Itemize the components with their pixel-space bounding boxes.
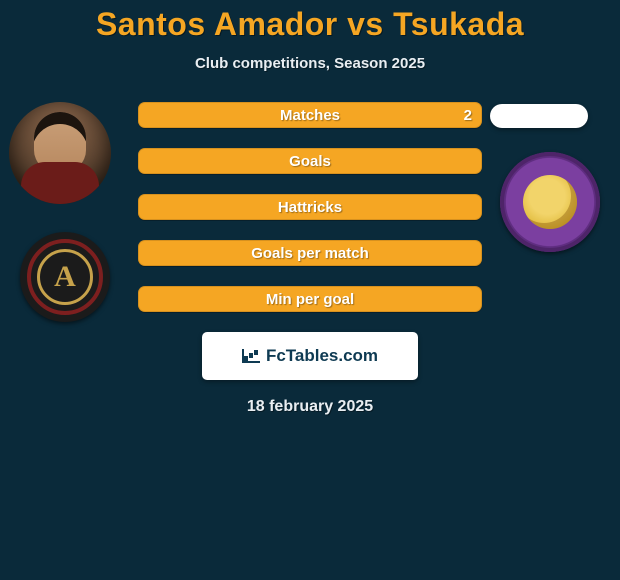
subtitle: Club competitions, Season 2025 <box>0 55 620 72</box>
bar-chart-icon <box>242 349 260 363</box>
stat-bar-goals-per-match: Goals per match <box>138 240 482 266</box>
stat-label: Goals per match <box>138 240 482 266</box>
team-right-crest <box>500 152 600 252</box>
comparison-stage: A Matches 2 Goals Hattricks Goals per ma… <box>0 102 620 416</box>
stat-label: Matches <box>138 102 482 128</box>
team-left-crest: A <box>20 232 110 322</box>
snapshot-date: 18 february 2025 <box>0 398 620 416</box>
stat-bar-hattricks: Hattricks <box>138 194 482 220</box>
crest-left-ring: A <box>27 239 103 315</box>
crest-left-inner-ring <box>37 249 93 305</box>
stat-bars: Matches 2 Goals Hattricks Goals per matc… <box>138 102 482 312</box>
player-right-placeholder <box>490 104 588 128</box>
stat-bar-matches: Matches 2 <box>138 102 482 128</box>
stat-bar-goals: Goals <box>138 148 482 174</box>
brand-label: FcTables.com <box>266 346 378 366</box>
page-title: Santos Amador vs Tsukada <box>0 0 620 43</box>
brand-badge[interactable]: FcTables.com <box>202 332 418 380</box>
stat-label: Goals <box>138 148 482 174</box>
stat-label: Min per goal <box>138 286 482 312</box>
stat-label: Hattricks <box>138 194 482 220</box>
lion-icon <box>523 175 577 229</box>
stat-bar-min-per-goal: Min per goal <box>138 286 482 312</box>
stat-value-left: 2 <box>464 102 472 128</box>
player-left-avatar <box>9 102 111 204</box>
